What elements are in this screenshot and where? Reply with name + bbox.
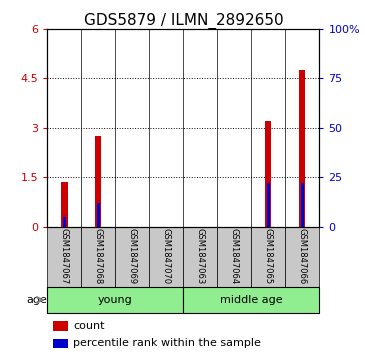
Bar [47, 286, 184, 313]
Bar [301, 183, 304, 227]
Text: GSM1847069: GSM1847069 [128, 228, 137, 285]
Text: GSM1847070: GSM1847070 [162, 228, 171, 285]
Bar [285, 227, 319, 286]
Bar [184, 227, 218, 286]
Text: GSM1847065: GSM1847065 [264, 228, 273, 285]
Text: GSM1847067: GSM1847067 [60, 228, 69, 285]
Text: count: count [73, 321, 105, 331]
Bar [47, 227, 81, 286]
Bar [184, 286, 319, 313]
Bar [299, 70, 306, 227]
Bar [267, 183, 270, 227]
Bar [97, 203, 100, 227]
Bar [53, 321, 68, 331]
Text: percentile rank within the sample: percentile rank within the sample [73, 338, 261, 348]
Text: age: age [26, 295, 47, 305]
Text: GSM1847064: GSM1847064 [230, 228, 239, 285]
Bar [218, 227, 251, 286]
Title: GDS5879 / ILMN_2892650: GDS5879 / ILMN_2892650 [84, 13, 283, 29]
Text: middle age: middle age [220, 295, 283, 305]
Bar [265, 121, 272, 227]
Bar [61, 182, 68, 227]
Bar [149, 227, 183, 286]
Text: GSM1847063: GSM1847063 [196, 228, 205, 285]
Bar [95, 136, 101, 227]
Bar [63, 217, 66, 227]
Bar [81, 227, 115, 286]
Bar [53, 339, 68, 348]
Text: young: young [98, 295, 133, 305]
Text: GSM1847068: GSM1847068 [94, 228, 103, 285]
Bar [251, 227, 285, 286]
Text: GSM1847066: GSM1847066 [298, 228, 307, 285]
Bar [115, 227, 149, 286]
